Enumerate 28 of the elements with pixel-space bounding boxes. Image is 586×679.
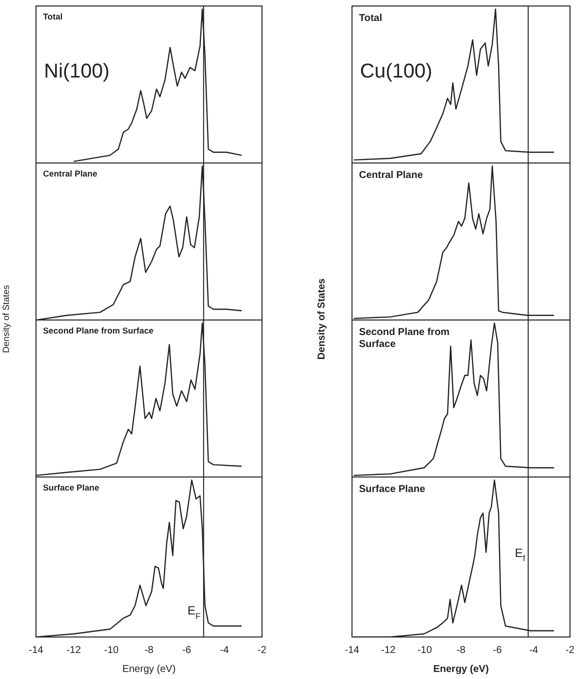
y-axis-title: Density of States — [1, 284, 11, 354]
x-tick-label: -6 — [182, 644, 192, 656]
chart-title: Central Plane — [43, 168, 98, 179]
chart-title: Surface Plane — [359, 484, 426, 495]
chart-title: Total — [43, 12, 63, 22]
x-tick-label: -14 — [344, 644, 360, 656]
x-tick-label: -2 — [258, 644, 267, 656]
x-tick-label: -12 — [381, 644, 396, 656]
x-tick-label: -12 — [66, 644, 82, 656]
x-axis-title: Energy (eV) — [122, 664, 176, 675]
y-axis-title: Density of States — [316, 278, 328, 360]
x-tick-label: -8 — [456, 644, 466, 656]
chart-title: Central Plane — [359, 170, 424, 181]
x-tick-label: -10 — [417, 644, 432, 656]
chart-title: Surface Plane — [43, 482, 100, 493]
x-tick-label: -14 — [28, 644, 44, 656]
chart-title: Second Plane from Surface — [43, 326, 154, 336]
x-tick-label: -2 — [566, 644, 575, 656]
x-tick-label: -4 — [529, 644, 539, 656]
chart-title: Total — [359, 12, 382, 24]
x-axis-title: Energy (eV) — [433, 664, 489, 675]
x-tick-label: -8 — [144, 644, 154, 656]
x-tick-label: -10 — [104, 644, 119, 656]
x-tick-label: -6 — [492, 644, 502, 656]
x-tick-label: -4 — [220, 644, 230, 656]
annotation: Ni(100) — [44, 60, 110, 83]
annotation: Cu(100) — [360, 60, 432, 83]
text: Second Plane from Surface — [359, 326, 450, 350]
